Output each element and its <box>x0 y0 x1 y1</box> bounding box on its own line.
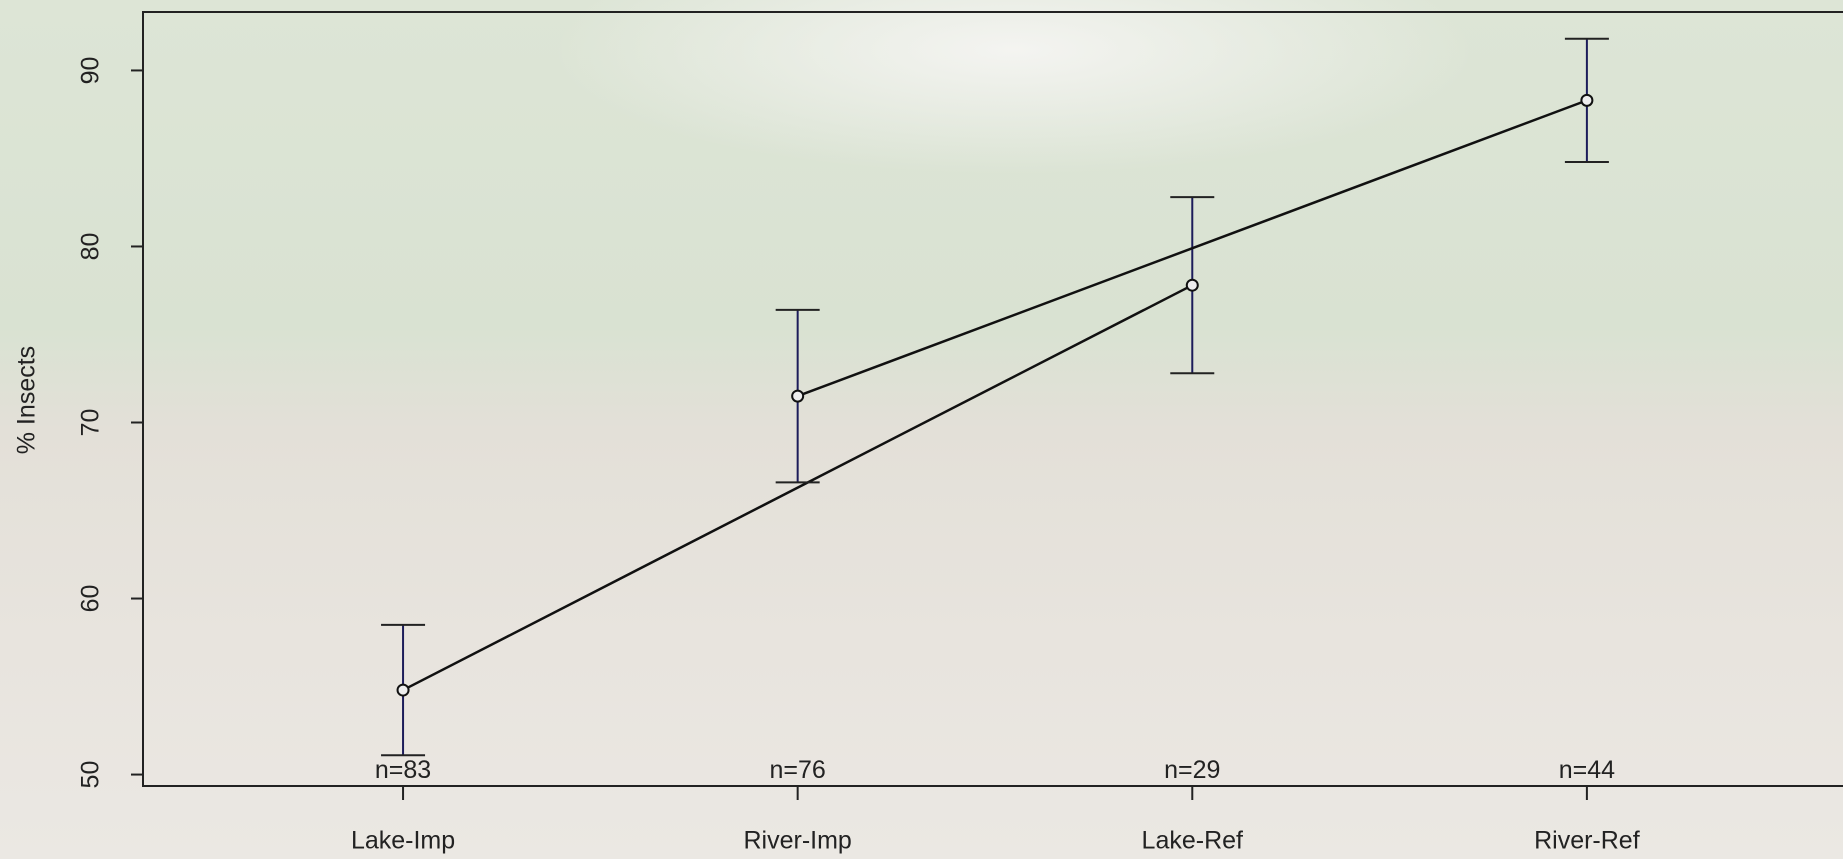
point <box>792 391 803 402</box>
y-tick-label: 90 <box>77 57 105 85</box>
sample-size-label: n=29 <box>1164 756 1220 784</box>
y-tick-label: 80 <box>77 233 105 261</box>
chart: % Insects 50 60 70 80 90 Lake-Imp River-Imp Lak… <box>0 0 1843 859</box>
sample-size-label: n=83 <box>375 756 431 784</box>
y-axis-label: % Insects <box>13 346 41 454</box>
point <box>1581 95 1592 106</box>
sample-size-label: n=44 <box>1559 756 1615 784</box>
x-tick-label: River-Ref <box>1534 827 1640 855</box>
x-tick-label: Lake-Ref <box>1142 827 1243 855</box>
y-tick-label: 50 <box>77 761 105 789</box>
x-tick-label: Lake-Imp <box>351 827 455 855</box>
point <box>1187 280 1198 291</box>
y-tick-label: 70 <box>77 409 105 437</box>
point <box>398 685 409 696</box>
sample-size-label: n=76 <box>770 756 826 784</box>
y-tick-label: 60 <box>77 585 105 613</box>
x-tick-label: River-Imp <box>743 827 851 855</box>
